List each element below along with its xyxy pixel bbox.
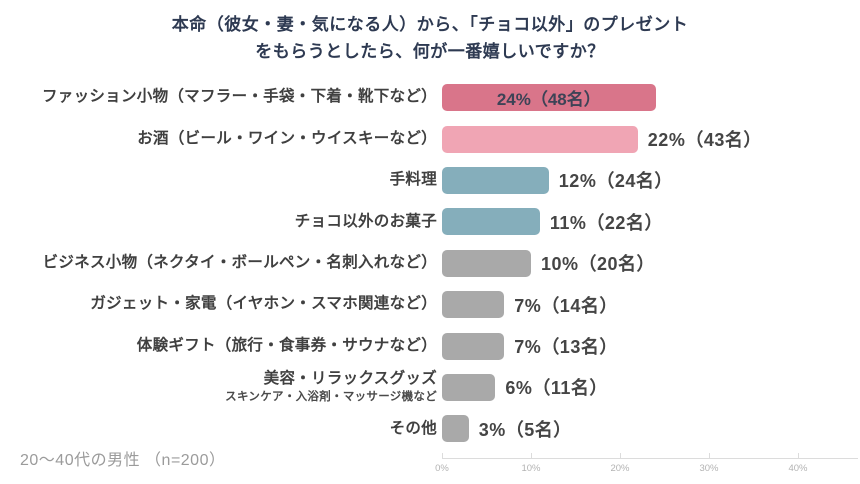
axis-tick-label: 20% [610, 463, 630, 474]
axis-tick-mark [620, 453, 621, 459]
value-label: 22%（43名） [647, 130, 762, 151]
category-label: 体験ギフト（旅行・食事券・サウナなど） [136, 336, 437, 354]
chart-title-line2: をもらうとしたら、何が一番嬉しいですか？ [255, 42, 605, 61]
bar-row: 体験ギフト（旅行・食事券・サウナなど） 7%（13名） [0, 325, 860, 366]
bar [442, 291, 505, 319]
chart-title: 本命（彼女・妻・気になる人）から、「チョコ以外」のプレゼント をもらうとしたら、… [0, 11, 860, 65]
bar [442, 249, 531, 277]
bar [442, 415, 469, 443]
axis-tick-mark [798, 453, 799, 459]
value-label: 7%（13名） [514, 337, 618, 358]
bar [442, 373, 496, 401]
sample-note: 20〜40代の男性 （n=200） [20, 452, 226, 469]
axis-tick-label: 40% [788, 463, 808, 474]
bar: 24%（48名） [442, 84, 656, 112]
axis-tick-label: 10% [521, 463, 541, 474]
bar-row: ビジネス小物（ネクタイ・ボールペン・名刺入れなど） 10%（20名） [0, 243, 860, 284]
value-label: 7%（14名） [514, 295, 618, 316]
bar [442, 166, 549, 194]
chart-title-line1: 本命（彼女・妻・気になる人）から、「チョコ以外」のプレゼント [171, 15, 689, 34]
value-label: 3%（5名） [478, 419, 572, 440]
value-label: 24%（48名） [496, 90, 601, 110]
category-label: お酒（ビール・ワイン・ウイスキーなど） [137, 129, 437, 147]
bar-row: 美容・リラックスグッズ スキンケア・入浴剤・マッサージ機など 6%（11名） [0, 367, 860, 408]
bar-row: ガジェット・家電（イヤホン・スマホ関連など） 7%（14名） [0, 284, 860, 325]
bar-row: チョコ以外のお菓子 11%（22名） [0, 201, 860, 242]
bar-row: お酒（ビール・ワイン・ウイスキーなど） 22%（43名） [0, 118, 860, 159]
value-label: 6%（11名） [505, 378, 608, 399]
x-axis: 0% 10% 20% 30% 40% [435, 453, 858, 474]
axis-tick-mark [442, 453, 443, 459]
bar-row: その他 3%（5名） [0, 408, 860, 449]
category-label: その他 [389, 419, 437, 437]
value-label: 11%（22名） [549, 212, 663, 233]
bar-row: 手料理 12%（24名） [0, 160, 860, 201]
category-label: 手料理 [389, 171, 437, 189]
category-label: ビジネス小物（ネクタイ・ボールペン・名刺入れなど） [42, 253, 437, 271]
category-label: チョコ以外のお菓子 [294, 212, 437, 230]
bar-chart-rows: ファッション小物（マフラー・手袋・下着・靴下など） 24%（48名） お酒（ビール・… [0, 77, 860, 450]
bar [442, 332, 505, 360]
category-label: ファッション小物（マフラー・手袋・下着・靴下など） [41, 88, 437, 106]
value-label: 12%（24名） [558, 171, 673, 192]
axis-tick-label: 0% [435, 463, 449, 474]
bar [442, 208, 540, 236]
axis-tick-label: 30% [699, 463, 719, 474]
bar [442, 125, 638, 153]
bar-row: ファッション小物（マフラー・手袋・下着・靴下など） 24%（48名） [0, 77, 860, 118]
axis-tick-mark [531, 453, 532, 459]
category-label: ガジェット・家電（イヤホン・スマホ関連など） [90, 295, 437, 313]
category-label: 美容・リラックスグッズ スキンケア・入浴剤・マッサージ機など [0, 370, 437, 404]
axis-tick-mark [709, 453, 710, 459]
category-sublabel: スキンケア・入浴剤・マッサージ機など [225, 390, 437, 403]
value-label: 10%（20名） [541, 254, 656, 275]
